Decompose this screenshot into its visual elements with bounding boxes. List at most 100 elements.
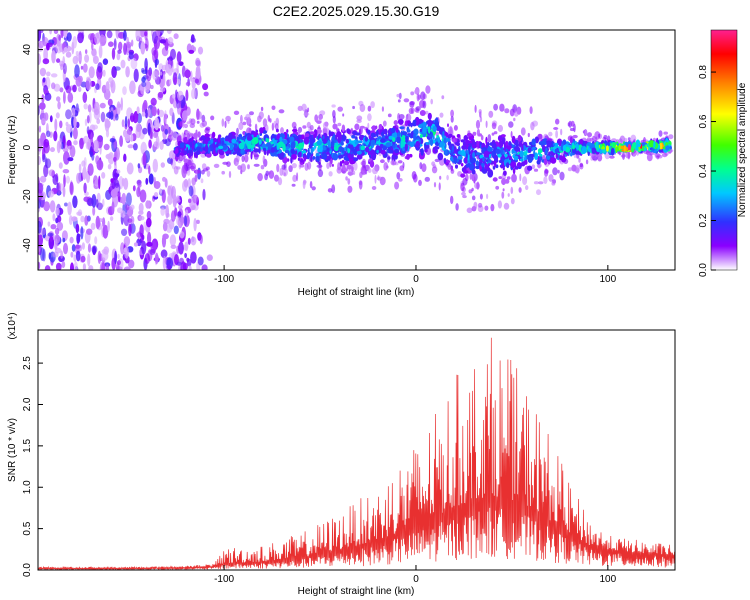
- heatmap-cell: [326, 162, 330, 169]
- heatmap-cell: [110, 178, 114, 183]
- heatmap-cell: [91, 48, 97, 57]
- heatmap-cell: [80, 215, 85, 223]
- heatmap-cell: [420, 91, 426, 101]
- heatmap-cell: [524, 159, 528, 165]
- heatmap-cell: [321, 153, 328, 160]
- x-tick-label: 0: [413, 574, 419, 585]
- heatmap-cell: [342, 113, 345, 117]
- y-tick-label: 0.0: [22, 563, 33, 577]
- heatmap-cell: [172, 93, 175, 99]
- heatmap-cell: [356, 150, 362, 155]
- heatmap-cell: [615, 146, 618, 153]
- heatmap-cell: [143, 99, 148, 111]
- heatmap-cell: [249, 111, 254, 116]
- heatmap-cell: [120, 210, 126, 218]
- heatmap-cell: [47, 221, 51, 227]
- heatmap-cell: [196, 139, 201, 144]
- heatmap-cell: [165, 204, 170, 219]
- heatmap-cell: [87, 243, 92, 253]
- heatmap-cell: [130, 57, 138, 70]
- heatmap-cell: [550, 157, 557, 164]
- heatmap-cell: [341, 135, 347, 141]
- heatmap-cell: [500, 165, 503, 169]
- heatmap-cell: [555, 154, 559, 159]
- heatmap-cell: [224, 138, 229, 142]
- heatmap-cell: [545, 140, 552, 144]
- heatmap-cell: [275, 128, 279, 133]
- heatmap-cell: [66, 32, 72, 42]
- heatmap-cell: [477, 202, 483, 208]
- heatmap-cell: [361, 167, 367, 176]
- heatmap-cell: [139, 30, 146, 38]
- heatmap-cell: [183, 150, 187, 154]
- heatmap-cell: [367, 113, 372, 122]
- heatmap-cell: [558, 140, 562, 147]
- heatmap-cell: [634, 146, 639, 151]
- heatmap-cell: [108, 41, 114, 47]
- heatmap-cell: [516, 162, 522, 168]
- heatmap-cell: [312, 156, 316, 160]
- heatmap-cell: [510, 131, 513, 138]
- heatmap-cell: [413, 132, 416, 141]
- heatmap-cell: [380, 149, 386, 155]
- heatmap-cell: [62, 63, 67, 75]
- heatmap-cell: [87, 104, 92, 113]
- heatmap-cell: [111, 47, 116, 60]
- heatmap-cell: [96, 159, 104, 171]
- heatmap-cell: [148, 139, 152, 149]
- heatmap-cell: [367, 105, 372, 112]
- heatmap-cell: [433, 182, 437, 188]
- heatmap-cell: [154, 192, 159, 198]
- heatmap-cell: [462, 177, 468, 186]
- heatmap-cell: [197, 131, 201, 138]
- heatmap-cell: [77, 209, 83, 217]
- heatmap-cell: [502, 166, 505, 171]
- heatmap-cell: [322, 121, 329, 130]
- heatmap-cell: [176, 51, 182, 64]
- heatmap-cell: [463, 169, 467, 174]
- heatmap-cell: [450, 156, 454, 162]
- heatmap-cell: [575, 143, 579, 150]
- heatmap-cell: [135, 125, 142, 139]
- heatmap-cell: [427, 119, 433, 127]
- heatmap-cell: [506, 176, 511, 180]
- heatmap-cell: [302, 150, 307, 154]
- heatmap-cell: [71, 107, 76, 118]
- heatmap-cell: [307, 161, 312, 170]
- heatmap-cell: [92, 124, 98, 130]
- heatmap-cell: [106, 112, 113, 119]
- heatmap-cell: [184, 69, 191, 79]
- heatmap-cell: [495, 149, 501, 154]
- heatmap-cell: [123, 153, 127, 162]
- y-tick-label: 0.5: [22, 521, 33, 535]
- heatmap-cell: [55, 112, 60, 119]
- heatmap-cell: [63, 91, 66, 104]
- heatmap-cell: [410, 91, 415, 96]
- heatmap-cell: [330, 140, 335, 147]
- heatmap-cell: [455, 203, 459, 211]
- heatmap-cell: [378, 139, 381, 146]
- heatmap-cell: [581, 146, 587, 154]
- heatmap-cell: [567, 167, 573, 172]
- heatmap-cell: [238, 142, 245, 150]
- heatmap-cell: [501, 191, 505, 199]
- heatmap-cell: [299, 164, 305, 168]
- heatmap-cell: [431, 166, 438, 174]
- heatmap-cell: [183, 158, 189, 163]
- heatmap-cell: [485, 159, 489, 163]
- y-tick-label: 40: [22, 44, 33, 56]
- heatmap-cell: [43, 47, 48, 62]
- heatmap-cell: [268, 170, 275, 179]
- heatmap-cell: [144, 253, 150, 265]
- heatmap-cell: [469, 173, 473, 180]
- heatmap-cell: [205, 166, 210, 171]
- heatmap-cell: [159, 188, 163, 194]
- heatmap-cell: [610, 147, 615, 156]
- heatmap-cell: [38, 138, 43, 152]
- heatmap-cell: [85, 78, 92, 91]
- heatmap-cell: [270, 147, 276, 153]
- heatmap-cell: [413, 89, 420, 95]
- heatmap-cell: [497, 154, 502, 158]
- heatmap-cell: [233, 110, 240, 116]
- heatmap-cell: [177, 90, 184, 102]
